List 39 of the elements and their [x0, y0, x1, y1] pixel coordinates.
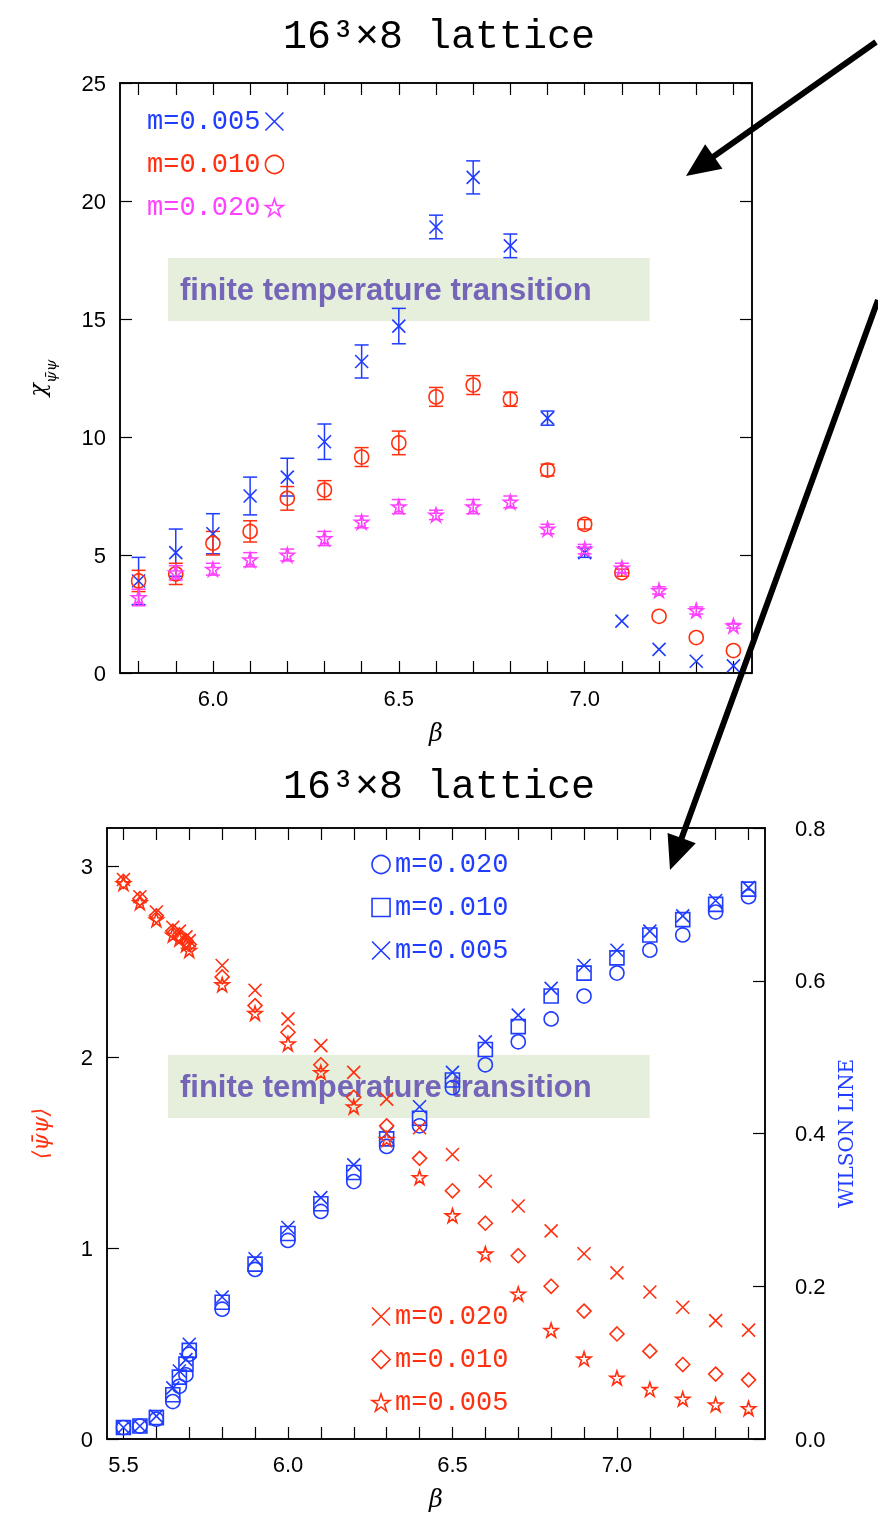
y-tick-label: 10 — [81, 424, 106, 450]
x-axis-title: β — [428, 719, 443, 747]
y2-tick-label: 0.4 — [795, 1121, 826, 1146]
y2-axis-title: WILSON LINE — [834, 1059, 859, 1208]
x-tick-label: 6.5 — [437, 1451, 468, 1477]
y-tick-label: 5 — [93, 542, 106, 568]
y-tick-label: 1 — [80, 1235, 93, 1261]
y2-tick-label: 0.6 — [795, 968, 826, 994]
y-tick-label: 25 — [81, 70, 106, 96]
y-tick-label: 20 — [81, 188, 106, 214]
y2-tick-label: 0.8 — [795, 815, 826, 841]
x-tick-label: 6.5 — [383, 685, 415, 711]
x-tick-label: 6.0 — [197, 685, 229, 711]
legend-label: m=0.005 — [395, 935, 509, 966]
legend-label: m=0.020 — [395, 1301, 509, 1332]
y-tick-label: 0 — [80, 1426, 93, 1452]
y2-tick-label: 0.0 — [795, 1426, 826, 1452]
legend-label: m=0.005 — [395, 1387, 509, 1418]
y-tick-label: 3 — [80, 853, 93, 879]
legend-label: m=0.010 — [395, 1344, 509, 1375]
x-tick-label: 7.0 — [601, 1451, 633, 1477]
legend-label: m=0.010 — [395, 892, 509, 923]
x-tick-label: 6.0 — [272, 1451, 304, 1477]
legend-label: m=0.010 — [147, 149, 261, 180]
legend-label: m=0.020 — [147, 192, 261, 223]
x-tick-label: 5.5 — [108, 1451, 139, 1477]
y-tick-label: 0 — [93, 660, 106, 686]
x-tick-label: 7.0 — [569, 685, 600, 711]
y-axis-title: ⟨ψ̄ψ⟩ — [27, 1107, 53, 1160]
y-axis-title: χψ̄ψ — [24, 359, 60, 399]
chart-title: 16³×8 lattice — [282, 14, 596, 60]
chart-title: 16³×8 lattice — [282, 764, 596, 810]
y2-tick-label: 0.2 — [795, 1273, 826, 1299]
legend-label: m=0.005 — [147, 106, 261, 137]
x-axis-title: β — [428, 1485, 443, 1513]
y-tick-label: 15 — [81, 306, 106, 332]
y-tick-label: 2 — [80, 1044, 93, 1070]
legend-label: m=0.020 — [395, 849, 509, 880]
annotation: finite temperature transition — [180, 272, 592, 307]
